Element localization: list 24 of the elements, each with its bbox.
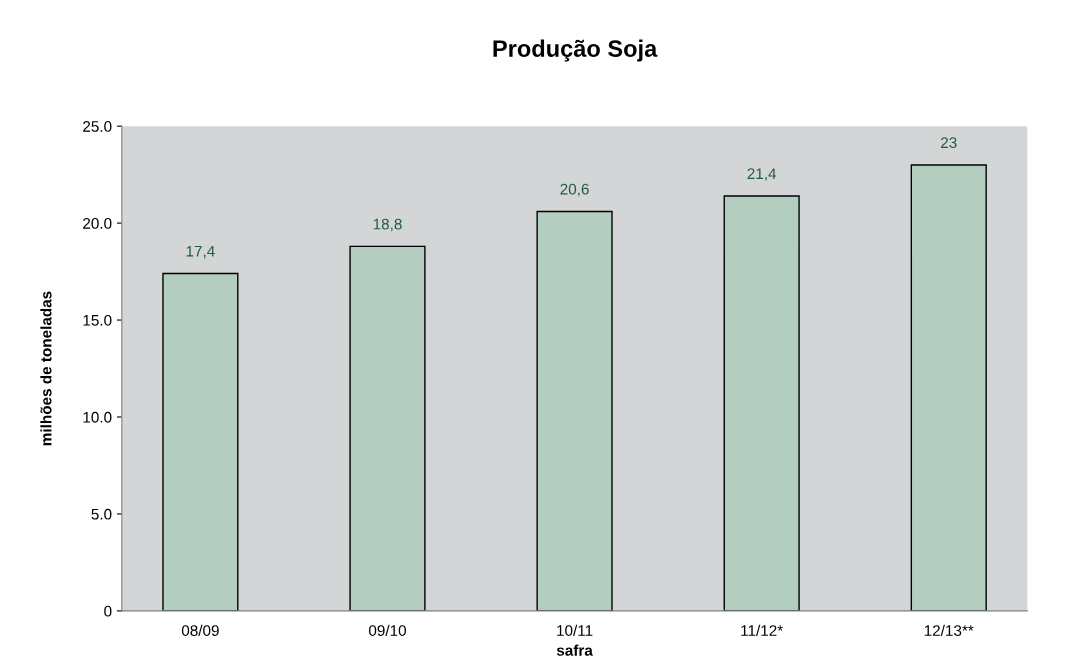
bar — [162, 272, 239, 611]
x-tick-label: 11/12* — [741, 624, 783, 636]
x-axis-title: safra — [556, 644, 593, 656]
data-label: 21,4 — [747, 168, 777, 181]
y-axis-title: milhões de toneladas — [40, 291, 52, 446]
y-tick-label: 10.0 — [83, 411, 112, 423]
bar — [910, 164, 987, 611]
bar — [723, 195, 800, 611]
bar — [349, 245, 426, 611]
x-tick-label: 08/09 — [181, 624, 219, 636]
bar — [536, 210, 613, 611]
y-tick-label: 25.0 — [83, 121, 112, 132]
y-tick-label: 20.0 — [83, 217, 112, 229]
y-tick-label: 0 — [104, 605, 112, 617]
data-label: 23 — [941, 137, 957, 149]
x-tick-label: 09/10 — [368, 624, 406, 636]
data-label: 17,4 — [186, 245, 215, 259]
y-tick-label: 15.0 — [83, 314, 112, 326]
data-label: 20,6 — [560, 183, 589, 197]
data-label: 18,8 — [373, 218, 402, 232]
x-tick-label: 10/11 — [557, 624, 593, 636]
x-tick-label: 12/13** — [924, 624, 974, 636]
chart-title: Produção Soja — [493, 39, 658, 62]
y-tick-label: 5.0 — [91, 508, 112, 520]
